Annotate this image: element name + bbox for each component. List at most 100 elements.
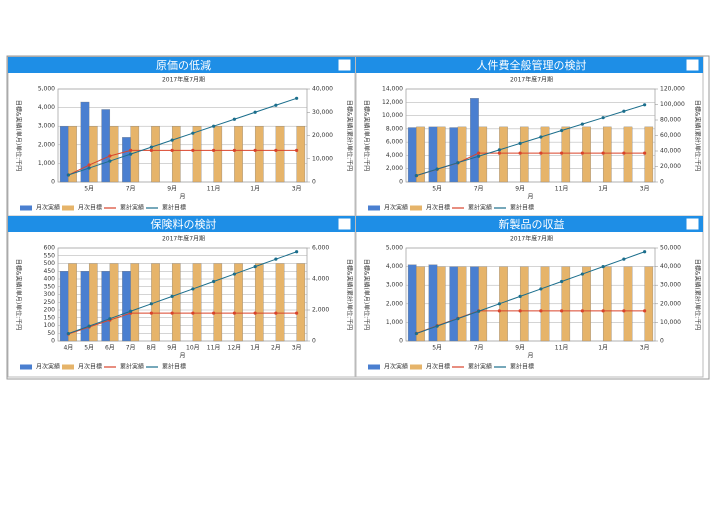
y2-axis-label: 目標&実績(累計)単位:千円 — [346, 100, 354, 171]
line-marker — [295, 148, 299, 152]
line-marker — [601, 265, 605, 269]
bar — [623, 266, 633, 342]
chart-title: 新製品の収益 — [499, 217, 565, 231]
y-tick-label: 4,000 — [38, 104, 55, 111]
bar — [449, 127, 459, 183]
bar — [561, 266, 571, 342]
x-tick-label: 9月 — [515, 186, 525, 193]
line-marker — [191, 131, 195, 135]
x-tick-label: 5月 — [432, 345, 442, 352]
bar — [192, 126, 202, 183]
chart-title: 人件費全般管理の検討 — [477, 58, 587, 72]
y-tick-label: 6,000 — [386, 139, 403, 146]
line-marker — [622, 109, 626, 113]
legend-label: 月次目標 — [426, 204, 450, 212]
x-tick-label: 11月 — [555, 345, 569, 352]
line-marker — [580, 151, 584, 155]
line-marker — [643, 309, 647, 313]
y2-tick-label: 10,000 — [660, 319, 681, 326]
x-tick-label: 7月 — [126, 345, 136, 352]
bar — [59, 271, 69, 342]
line-marker — [149, 148, 153, 152]
x-tick-label: 3月 — [292, 345, 302, 352]
panel-icon — [337, 58, 352, 72]
bar — [68, 126, 77, 183]
chart-title: 原価の低減 — [156, 58, 211, 72]
y-tick-label: 200 — [44, 307, 56, 314]
line — [416, 104, 645, 177]
bar — [478, 266, 488, 342]
line-marker — [601, 116, 605, 120]
y2-tick-label: 0 — [312, 338, 316, 345]
bar — [436, 266, 446, 342]
line-marker — [191, 148, 195, 152]
bar — [436, 126, 446, 183]
y-tick-label: 2,000 — [38, 141, 55, 148]
line-marker — [232, 272, 236, 276]
bar — [623, 126, 633, 183]
bar — [602, 266, 612, 342]
x-tick-label: 12月 — [228, 345, 242, 352]
line — [68, 251, 297, 335]
bar — [130, 263, 140, 342]
line-marker — [108, 317, 112, 321]
y-tick-label: 0 — [51, 338, 55, 345]
bar — [470, 98, 479, 183]
y2-tick-label: 20,000 — [660, 300, 681, 307]
chart-subtitle: 2017年度7月期 — [510, 235, 553, 243]
legend-swatch — [410, 364, 422, 370]
y-tick-label: 1,000 — [38, 160, 55, 167]
bar — [254, 263, 264, 342]
line-marker — [414, 173, 418, 178]
bar — [213, 126, 223, 183]
y2-tick-label: 4,000 — [312, 276, 329, 283]
line-marker — [560, 128, 564, 133]
line-marker — [87, 324, 91, 328]
x-tick-label: 9月 — [515, 345, 525, 352]
chart-title: 保険料の検討 — [151, 217, 217, 231]
line-marker — [170, 138, 174, 142]
line-marker — [560, 279, 564, 284]
line-marker — [518, 141, 522, 146]
y2-axis-label: 目標&実績(累計)単位:千円 — [694, 100, 702, 171]
bar — [101, 271, 111, 342]
legend-label: 累計実績 — [468, 363, 492, 371]
x-tick-label: 1月 — [598, 186, 608, 193]
panel-header — [356, 216, 703, 232]
x-tick-label: 11月 — [555, 186, 569, 193]
bar — [416, 126, 425, 183]
y-tick-label: 350 — [44, 283, 56, 290]
y2-tick-label: 20,000 — [312, 132, 333, 139]
line-marker — [456, 317, 460, 321]
legend-label: 累計目標 — [510, 204, 534, 212]
panel-header — [8, 57, 355, 73]
line-marker — [191, 287, 195, 291]
legend-swatch — [368, 364, 380, 370]
y-tick-label: 300 — [44, 291, 56, 298]
x-tick-label: 11月 — [207, 345, 221, 352]
line-marker — [435, 324, 439, 328]
x-tick-label: 7月 — [126, 186, 136, 193]
legend-label: 月次目標 — [78, 363, 102, 371]
legend-label: 累計実績 — [120, 363, 144, 371]
y2-axis-label: 目標&実績(累計)単位:千円 — [694, 259, 702, 330]
x-tick-label: 1月 — [598, 345, 608, 352]
legend-label: 月次実績 — [384, 204, 408, 212]
line-marker — [497, 302, 501, 306]
legend-label: 月次実績 — [384, 363, 408, 371]
y2-tick-label: 40,000 — [660, 148, 681, 155]
bar — [88, 126, 98, 183]
bar — [407, 127, 417, 183]
line-marker — [477, 154, 481, 158]
y-tick-label: 450 — [44, 268, 56, 275]
line-marker — [66, 173, 70, 177]
panel-header — [8, 216, 355, 232]
line-marker — [129, 152, 133, 156]
y2-tick-label: 10,000 — [312, 155, 333, 162]
y2-tick-label: 100,000 — [660, 101, 685, 108]
line — [68, 312, 297, 335]
bar — [101, 109, 111, 183]
bar — [59, 126, 69, 183]
y-axis-label: 目標&実績(単月)単位:千円 — [363, 100, 371, 171]
line-marker — [295, 311, 299, 315]
